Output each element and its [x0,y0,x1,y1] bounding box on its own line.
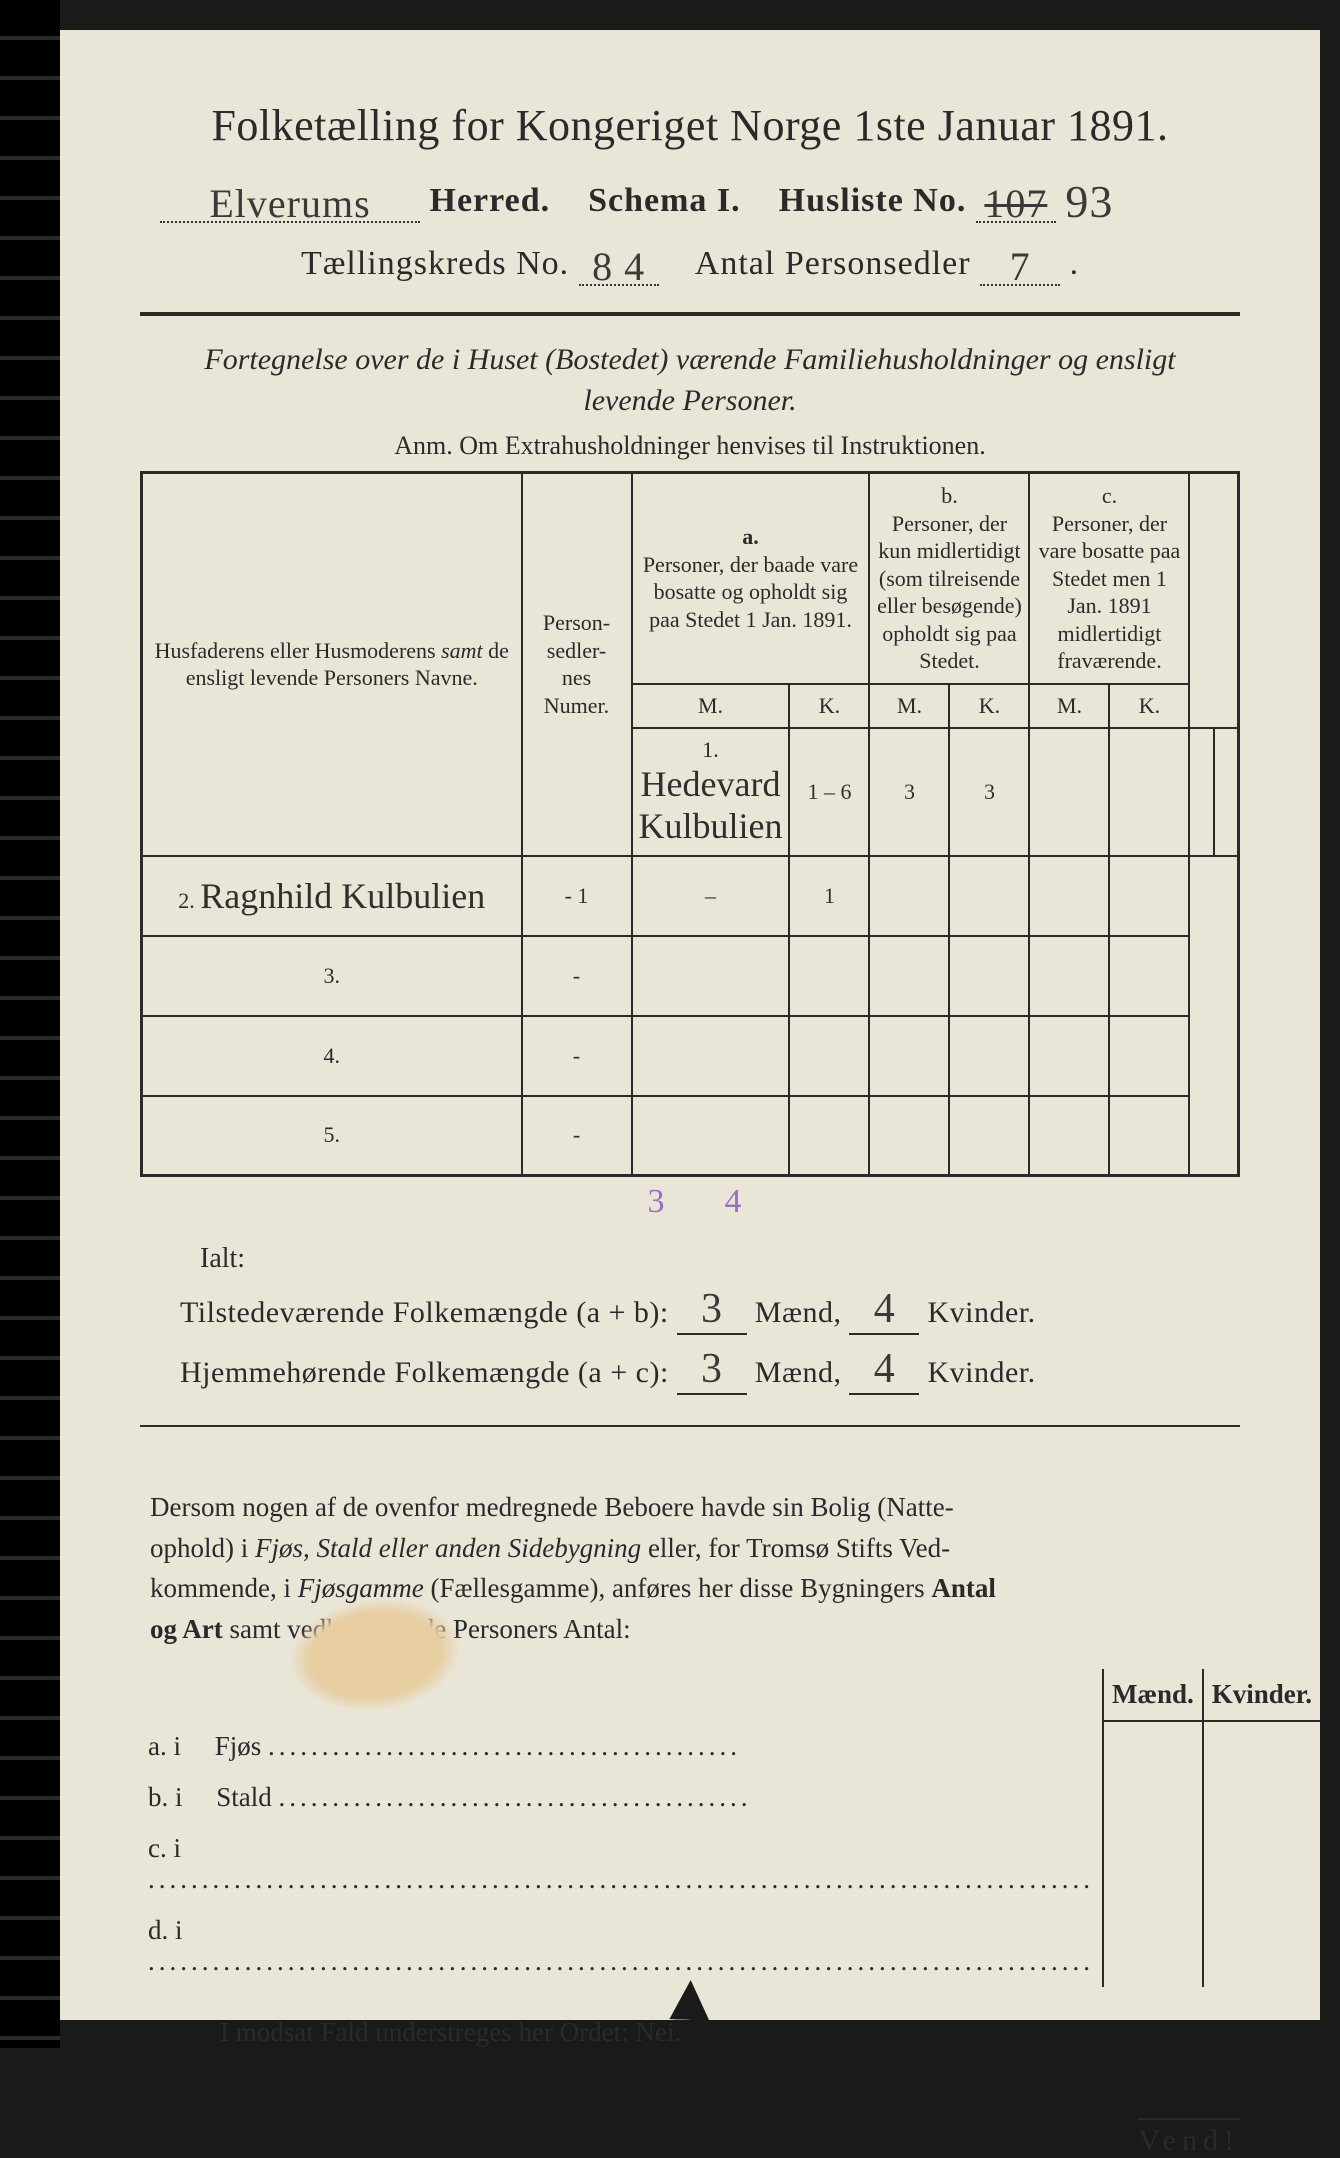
table-row: 2. Ragnhild Kulbulien - 1 – 1 [142,856,1239,936]
ialt-label: Ialt: [200,1243,1240,1275]
sum-ab: Tilstedeværende Folkemængde (a + b): 3 M… [180,1285,1240,1335]
th-b-label: b.Personer, der kun midlertidigt (som ti… [869,473,1029,684]
anm-note: Anm. Om Extrahusholdninger henvises til … [140,431,1240,461]
table-row: c. i ...................................… [140,1823,1320,1905]
document-page: Folketælling for Kongeriget Norge 1ste J… [60,30,1320,2020]
kreds-handwritten: 8 4 [592,243,645,290]
th-c-k: K. [1109,684,1189,728]
herred-handwritten: Elverums [209,180,370,227]
th-num: Person- sedler- nes Numer. [522,473,632,856]
antal-label: Antal Personsedler [695,245,971,282]
divider [140,312,1240,316]
herred-label: Herred. [430,182,551,219]
subtitle-line1: Fortegnelse over de i Huset (Bostedet) v… [204,343,1175,376]
husliste-handwritten: 93 [1065,175,1113,228]
th-c-m: M. [1029,684,1109,728]
th-kvinder: Kvinder. [1203,1669,1320,1721]
kreds-label: Tællingskreds No. [301,245,569,282]
th-c-label: c.Personer, der vare bosatte paa Stedet … [1029,473,1189,684]
pencil-totals: 3 4 [140,1183,1240,1221]
th-maend: Mænd. [1103,1669,1203,1721]
header-line-2: Elverums Herred. Schema I. Husliste No. … [140,169,1240,223]
schema-label: Schema I. [588,182,741,219]
table-row: 4. - [142,1016,1239,1096]
th-a-k: K. [789,684,869,728]
table-row: a. i Fjøs ..............................… [140,1721,1320,1772]
header-line-3: Tællingskreds No. 8 4 Antal Personsedler… [140,237,1240,286]
th-a-label: a.Personer, der baade vare bosatte og op… [632,473,870,684]
husliste-label: Husliste No. [779,182,967,219]
divider [140,1425,1240,1427]
modsat-line: I modsat Fald understreges her Ordet: Ne… [220,2017,1240,2048]
sum-ac: Hjemmehørende Folkemængde (a + c): 3 Mæn… [180,1345,1240,1395]
antal-handwritten: 7 [1010,243,1031,290]
main-table: Husfaderens eller Husmoderens samt de en… [140,471,1240,1177]
page-title: Folketælling for Kongeriget Norge 1ste J… [140,100,1240,151]
table-row: d. i ...................................… [140,1905,1320,1987]
film-edge [0,0,60,2048]
subtitle-line2: levende Personer. [583,384,796,417]
building-table: Mænd. Kvinder. a. i Fjøs ...............… [140,1669,1320,1987]
table-row: b. i Stald .............................… [140,1772,1320,1823]
husliste-struck: 107 [984,180,1047,227]
th-b-m: M. [869,684,949,728]
vend-label: Vend! [1138,2118,1240,2158]
table-row: 3. - [142,936,1239,1016]
th-a-m: M. [632,684,790,728]
th-b-k: K. [949,684,1029,728]
th-name: Husfaderens eller Husmoderens samt de en… [142,473,522,856]
table-row: 5. - [142,1096,1239,1176]
subtitle: Fortegnelse over de i Huset (Bostedet) v… [140,340,1240,421]
